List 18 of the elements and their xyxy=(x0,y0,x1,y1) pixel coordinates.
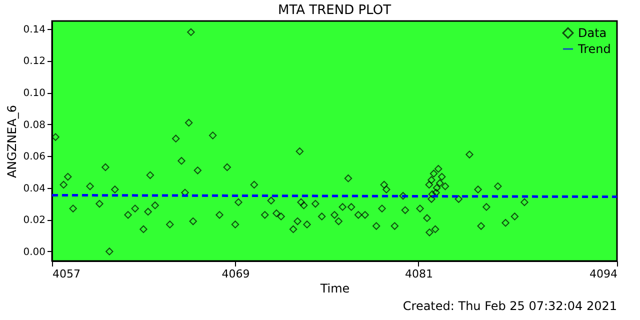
x-tick-label: 4094 xyxy=(590,268,618,280)
legend-label: Trend xyxy=(577,42,611,56)
chart-title: MTA TREND PLOT xyxy=(278,3,392,18)
y-tick-label: 0.00 xyxy=(23,246,46,258)
y-tick-label: 0.12 xyxy=(23,56,46,68)
x-tick-label: 4057 xyxy=(52,268,80,280)
text: Created: Thu Feb 25 07:32:04 2021 xyxy=(402,299,617,313)
legend-label: Data xyxy=(578,26,607,40)
y-tick-label: 0.08 xyxy=(23,120,46,131)
x-tick-label: 4069 xyxy=(222,268,250,280)
y-tick-label: 0.14 xyxy=(23,24,46,36)
y-tick-label: 0.02 xyxy=(23,215,46,226)
x-tick-label: 4081 xyxy=(404,268,433,280)
x-axis-title: Time xyxy=(319,282,350,296)
y-tick-label: 0.10 xyxy=(23,88,46,100)
y-tick-label: 0.04 xyxy=(23,183,46,194)
y-tick-label: 0.06 xyxy=(23,152,46,163)
y-axis-title: ANGZNEA_6 xyxy=(5,104,20,178)
